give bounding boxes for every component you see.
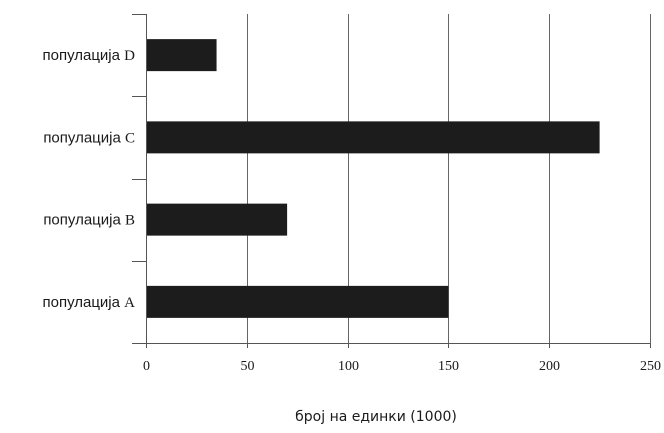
x-axis-title: број на единки (1000) (295, 409, 457, 425)
category-label-c: популација C (43, 129, 135, 146)
category-letter: C (125, 130, 135, 146)
axes (132, 14, 651, 348)
x-tick-label-50: 50 (241, 359, 255, 374)
category-letter: A (124, 295, 135, 311)
x-tick-label-250: 250 (640, 359, 661, 374)
category-label-d: популација D (42, 47, 135, 64)
category-prefix: популација (42, 47, 124, 64)
x-tick-label-0: 0 (143, 359, 150, 374)
bar-b (146, 203, 288, 236)
category-prefix: популација (43, 129, 125, 146)
x-tick-label-150: 150 (438, 359, 459, 374)
bar-a (146, 285, 449, 318)
x-tick-label-200: 200 (539, 359, 560, 374)
category-label-a: популација A (42, 294, 135, 311)
category-letter: B (125, 213, 135, 229)
category-prefix: популација (43, 212, 125, 229)
bar-c (146, 121, 600, 154)
x-tick-label-100: 100 (338, 359, 359, 374)
category-label-b: популација B (43, 212, 135, 229)
category-letter: D (124, 48, 135, 64)
bars (146, 39, 600, 318)
category-prefix: популација (42, 294, 124, 311)
bar-d (146, 39, 217, 72)
